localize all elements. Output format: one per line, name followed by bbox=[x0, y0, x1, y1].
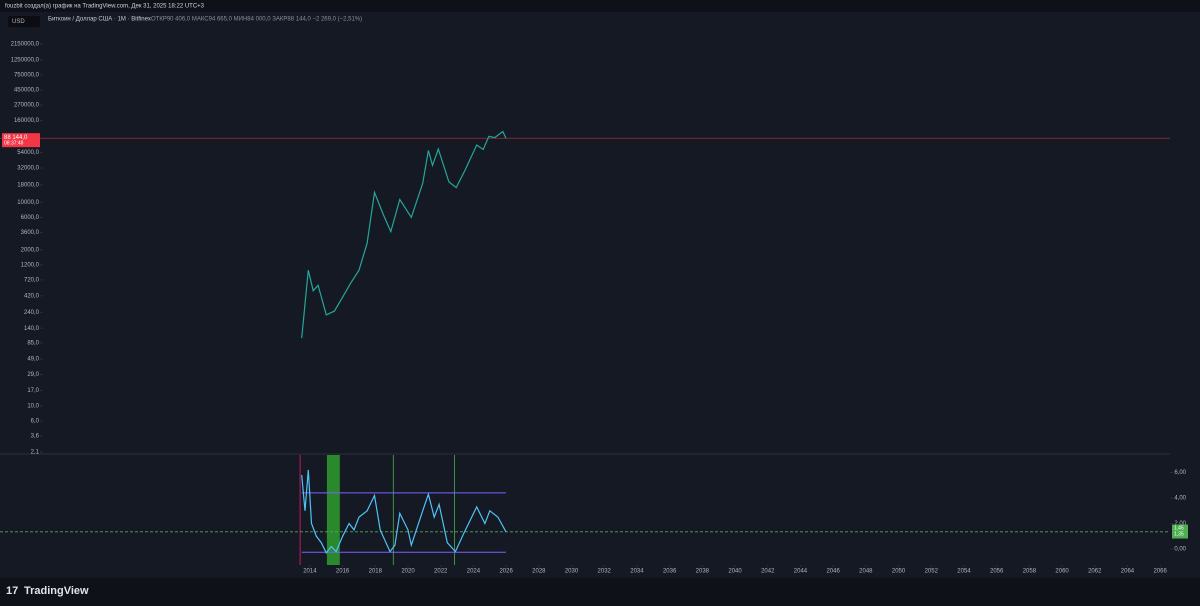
y-tick-label: 420,0 bbox=[24, 293, 40, 299]
x-tick-label: 2038 bbox=[696, 569, 710, 575]
data-line bbox=[301, 469, 507, 555]
logo-icon: 17 bbox=[6, 585, 18, 597]
x-tick-label: 2042 bbox=[761, 569, 775, 575]
y2-tick-label: 4,00 bbox=[1174, 496, 1186, 502]
y-tick-label: 49,0 bbox=[27, 357, 39, 363]
y-tick-label: 18000,0 bbox=[17, 183, 39, 189]
y-tick-label: 54000,0 bbox=[17, 150, 39, 156]
y-tick-label: 2,1 bbox=[31, 450, 40, 456]
x-tick-label: 2066 bbox=[1154, 569, 1168, 575]
value-label-box bbox=[1172, 524, 1188, 539]
y-tick-label: 32000,0 bbox=[17, 166, 39, 172]
y-tick-label: 160000,0 bbox=[14, 118, 40, 124]
data-line bbox=[301, 130, 507, 339]
x-tick-label: 2056 bbox=[990, 569, 1004, 575]
x-tick-label: 2014 bbox=[303, 569, 317, 575]
x-tick-label: 2050 bbox=[892, 569, 906, 575]
x-tick-label: 2048 bbox=[859, 569, 873, 575]
logo: TradingView bbox=[24, 585, 89, 597]
y-tick-label: 85,0 bbox=[27, 340, 39, 346]
x-tick-label: 2020 bbox=[401, 569, 415, 575]
x-tick-label: 2060 bbox=[1055, 569, 1069, 575]
y-tick-label: 1200,0 bbox=[21, 262, 40, 268]
y-tick-label: 240,0 bbox=[24, 310, 40, 316]
x-tick-label: 2028 bbox=[532, 569, 546, 575]
y2-tick-label: 2,00 bbox=[1174, 521, 1186, 527]
y-tick-label: 10,0 bbox=[27, 404, 39, 410]
x-tick-label: 2046 bbox=[826, 569, 840, 575]
y-tick-label: 29,0 bbox=[27, 372, 39, 378]
y-tick-label: 1250000,0 bbox=[11, 58, 40, 64]
y-tick-label: 6000,0 bbox=[21, 215, 40, 221]
x-tick-label: 2026 bbox=[499, 569, 513, 575]
x-tick-label: 2036 bbox=[663, 569, 677, 575]
chart-area bbox=[0, 12, 1200, 578]
y-tick-label: 2000,0 bbox=[21, 247, 40, 253]
y-tick-label: 6,0 bbox=[31, 419, 40, 425]
y-tick-label: 720,0 bbox=[24, 277, 40, 283]
y-tick-label: 270000,0 bbox=[14, 103, 40, 109]
x-tick-label: 2058 bbox=[1023, 569, 1037, 575]
x-tick-label: 2034 bbox=[630, 569, 644, 575]
y-tick-label: 3,6 bbox=[31, 434, 40, 440]
price-label: 88 144,0 bbox=[4, 135, 28, 141]
x-tick-label: 2040 bbox=[728, 569, 742, 575]
ohlc: ОТКР90 406,0 МАКС94 665,0 МИН84 000,0 ЗА… bbox=[151, 17, 362, 23]
x-tick-label: 2064 bbox=[1121, 569, 1135, 575]
x-tick-label: 2052 bbox=[925, 569, 939, 575]
currency: USD bbox=[12, 19, 25, 25]
y2-tick-label: 0,00 bbox=[1174, 547, 1186, 553]
x-tick-label: 2044 bbox=[794, 569, 808, 575]
currency-box bbox=[8, 16, 40, 27]
symbol: Биткоин / Доллар США · 1М · Bitfinex bbox=[48, 17, 151, 23]
x-tick-label: 2032 bbox=[598, 569, 612, 575]
y-tick-label: 10000,0 bbox=[17, 200, 39, 206]
zone bbox=[326, 455, 340, 565]
y-tick-label: 140,0 bbox=[24, 326, 40, 332]
signal-label: 1,35 bbox=[1174, 531, 1184, 537]
y-tick-label: 450000,0 bbox=[14, 88, 40, 94]
y-tick-label: 2150000,0 bbox=[11, 42, 40, 48]
x-tick-label: 2054 bbox=[957, 569, 971, 575]
x-tick-label: 2030 bbox=[565, 569, 579, 575]
y-tick-label: 750000,0 bbox=[14, 73, 40, 79]
x-tick-label: 2024 bbox=[467, 569, 481, 575]
countdown: 08:37:48 bbox=[4, 141, 24, 147]
y-tick-label: 17,0 bbox=[27, 388, 39, 394]
footer bbox=[0, 578, 1200, 606]
value-label: 1,45 bbox=[1174, 525, 1184, 531]
x-tick-label: 2018 bbox=[369, 569, 383, 575]
x-tick-label: 2016 bbox=[336, 569, 350, 575]
y-tick-label: 3600,0 bbox=[21, 230, 40, 236]
attribution: fouzbit создал(а) график на TradingView.… bbox=[5, 4, 205, 10]
x-tick-label: 2062 bbox=[1088, 569, 1102, 575]
y2-tick-label: 6,00 bbox=[1174, 470, 1186, 476]
x-tick-label: 2022 bbox=[434, 569, 448, 575]
price-label-box bbox=[2, 133, 40, 148]
